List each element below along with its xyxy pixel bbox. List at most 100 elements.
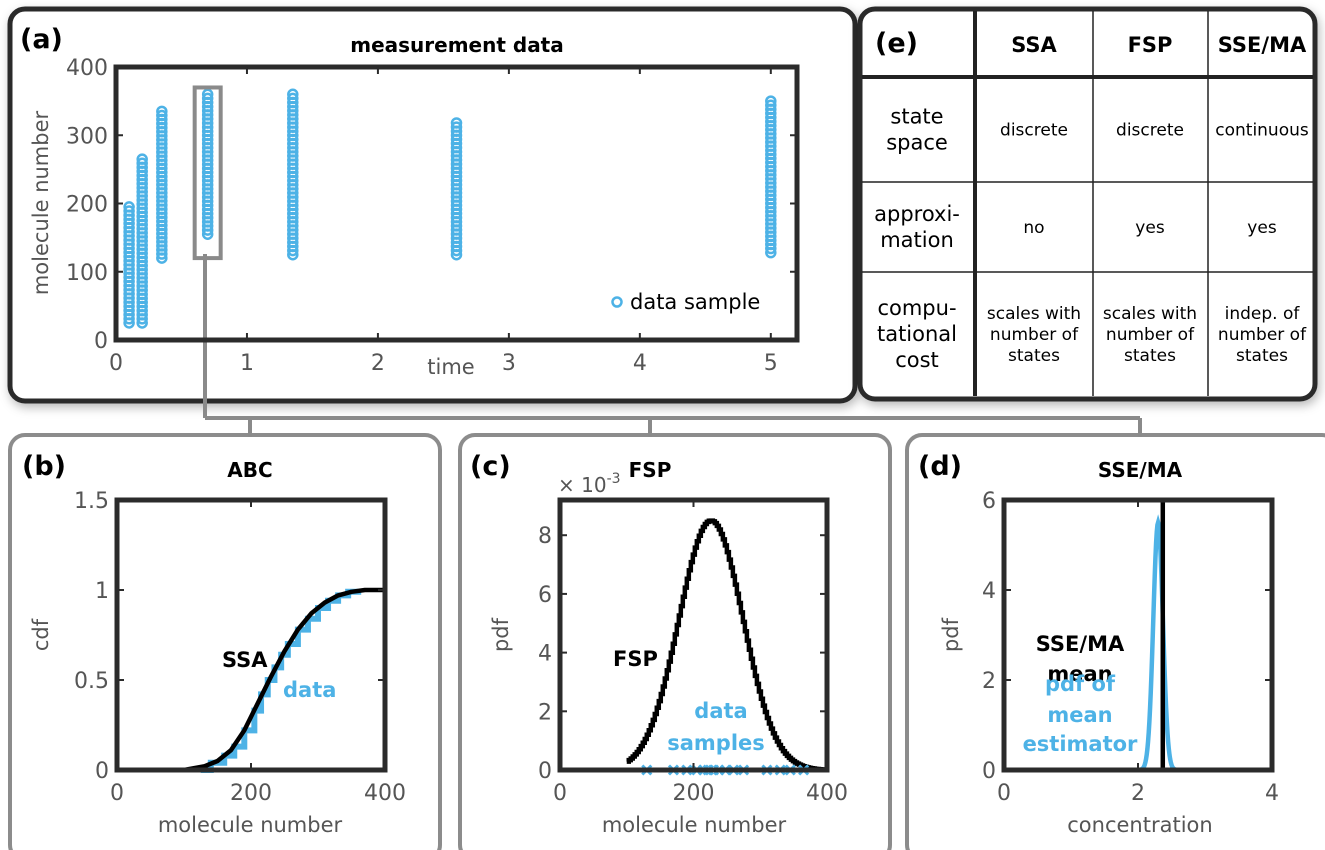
data-sample-point xyxy=(156,105,168,118)
chart-c-data-annotation-2: samples xyxy=(667,731,765,755)
cell-line: continuous xyxy=(1215,121,1309,141)
label-line: tational xyxy=(877,322,957,346)
table-cell: yes xyxy=(1135,218,1165,238)
chart-c-xlabel: molecule number xyxy=(602,813,787,837)
chart-d-title: SSE/MA xyxy=(1098,458,1183,482)
data-column xyxy=(123,201,135,329)
chart-a-ticks: 0 1 2 3 4 5 0 100 200 300 400 xyxy=(66,56,797,376)
chart-b-ticks: 0 200 400 0 0.5 1 1.5 xyxy=(74,489,406,806)
table-header-ssa: SSA xyxy=(1011,33,1057,57)
data-sample-point xyxy=(765,99,777,111)
x-tick-label: 3 xyxy=(502,351,516,376)
x-tick-label: 0 xyxy=(109,351,123,376)
table-lines xyxy=(862,11,1313,396)
cell-line: number of xyxy=(1106,325,1195,345)
data-sample-point xyxy=(156,109,168,122)
y-tick-label: 8 xyxy=(538,524,552,549)
data-sample-point xyxy=(450,121,463,133)
cell-line: states xyxy=(1236,346,1288,366)
cell-line: discrete xyxy=(1000,121,1068,141)
label-line: space xyxy=(886,131,948,155)
cell-line: states xyxy=(1124,346,1176,366)
y-tick-label: 0 xyxy=(538,759,552,784)
table-row-label: compu-tational cost xyxy=(877,296,957,372)
ssa-cdf-line xyxy=(117,587,385,773)
chart-a-data xyxy=(123,88,777,329)
chart-c-data-annotation-1: data xyxy=(694,699,747,723)
x-tick-label: 4 xyxy=(1265,781,1279,806)
chart-e-table: SSA FSP SSE/MA state space discrete discrete co… xyxy=(862,11,1313,396)
cell-line: discrete xyxy=(1116,121,1184,141)
cell-line: yes xyxy=(1247,218,1277,238)
chart-c-exponent: × 10-3 xyxy=(558,471,621,497)
x-tick-label: 400 xyxy=(364,781,406,806)
cell-line: scales with xyxy=(1103,304,1197,324)
chart-b-data-annotation: data xyxy=(283,678,336,702)
label-line: compu- xyxy=(877,296,956,320)
y-tick-label: 0 xyxy=(982,759,996,784)
y-tick-label: 200 xyxy=(66,193,108,218)
chart-a-xlabel: time xyxy=(427,355,474,379)
panel-label-b: (b) xyxy=(22,451,66,482)
chart-a-ylabel: molecule number xyxy=(29,110,53,295)
chart-a-title: measurement data xyxy=(350,33,564,57)
chart-c-ticks: 0 200 400 0 2 4 6 8 xyxy=(538,500,848,806)
table-cell: indep. of number of states xyxy=(1218,304,1307,366)
connector-bracket xyxy=(203,254,1142,437)
x-tick-label: 1 xyxy=(240,351,254,376)
y-tick-label: 0 xyxy=(94,329,108,354)
data-column xyxy=(201,88,214,240)
table-cell: discrete xyxy=(1116,121,1184,141)
y-tick-label: 4 xyxy=(982,579,996,604)
x-tick-label: 0 xyxy=(997,781,1011,806)
x-tick-label: 200 xyxy=(230,781,272,806)
x-tick-label: 5 xyxy=(764,351,778,376)
panel-label-d: (d) xyxy=(918,451,962,482)
chart-c-title: FSP xyxy=(629,458,672,482)
label-line: state xyxy=(890,105,943,129)
label-line: mation xyxy=(880,228,954,252)
x-tick-label: 2 xyxy=(371,351,385,376)
x-tick-label: 2 xyxy=(1131,781,1145,806)
chart-d-data-annotation-1: pdf of xyxy=(1045,672,1116,696)
chart-b-ylabel: cdf xyxy=(29,618,53,651)
label-line: approxi- xyxy=(874,202,960,226)
x-tick-label: 200 xyxy=(673,781,715,806)
chart-d-xlabel: concentration xyxy=(1067,813,1212,837)
chart-d-data-annotation-3: estimator xyxy=(1023,732,1138,756)
cell-line: yes xyxy=(1135,218,1165,238)
data-sample-point xyxy=(136,157,148,169)
data-column xyxy=(765,95,777,259)
table-cells: SSA FSP SSE/MA state space discrete discrete co… xyxy=(874,33,1309,372)
y-tick-label: 1 xyxy=(95,579,109,604)
data-sample-point xyxy=(123,201,135,213)
table-header-sse-ma: SSE/MA xyxy=(1218,33,1307,57)
x-tick-label: 0 xyxy=(110,781,124,806)
data-sample-point xyxy=(765,95,777,107)
data-sample-point xyxy=(201,88,214,101)
data-column xyxy=(156,105,168,264)
y-tick-label: 400 xyxy=(66,56,108,81)
panel-label-a: (a) xyxy=(20,24,63,55)
data-column xyxy=(287,88,299,261)
data-sample-point xyxy=(287,88,299,101)
panel-d-frame xyxy=(905,433,1325,850)
chart-a: measurement data 0 1 2 3 4 5 0 100 200 300 400 tim… xyxy=(29,33,800,379)
y-tick-label: 0.5 xyxy=(74,669,109,694)
chart-a-highlight-box xyxy=(192,85,223,261)
cell-line: no xyxy=(1023,218,1044,238)
x-tick-label: 4 xyxy=(633,351,647,376)
data-column xyxy=(450,117,463,261)
data-sample-point xyxy=(450,117,463,129)
panel-label-c: (c) xyxy=(470,451,511,482)
chart-d-ylabel: pdf xyxy=(939,617,963,652)
x-tick-label: 400 xyxy=(806,781,848,806)
y-tick-label: 2 xyxy=(982,669,996,694)
cell-line: states xyxy=(1008,346,1060,366)
cell-line: indep. of xyxy=(1225,304,1301,324)
table-header-fsp: FSP xyxy=(1128,33,1173,57)
cell-line: number of xyxy=(990,325,1079,345)
data-sample-point xyxy=(201,92,214,105)
